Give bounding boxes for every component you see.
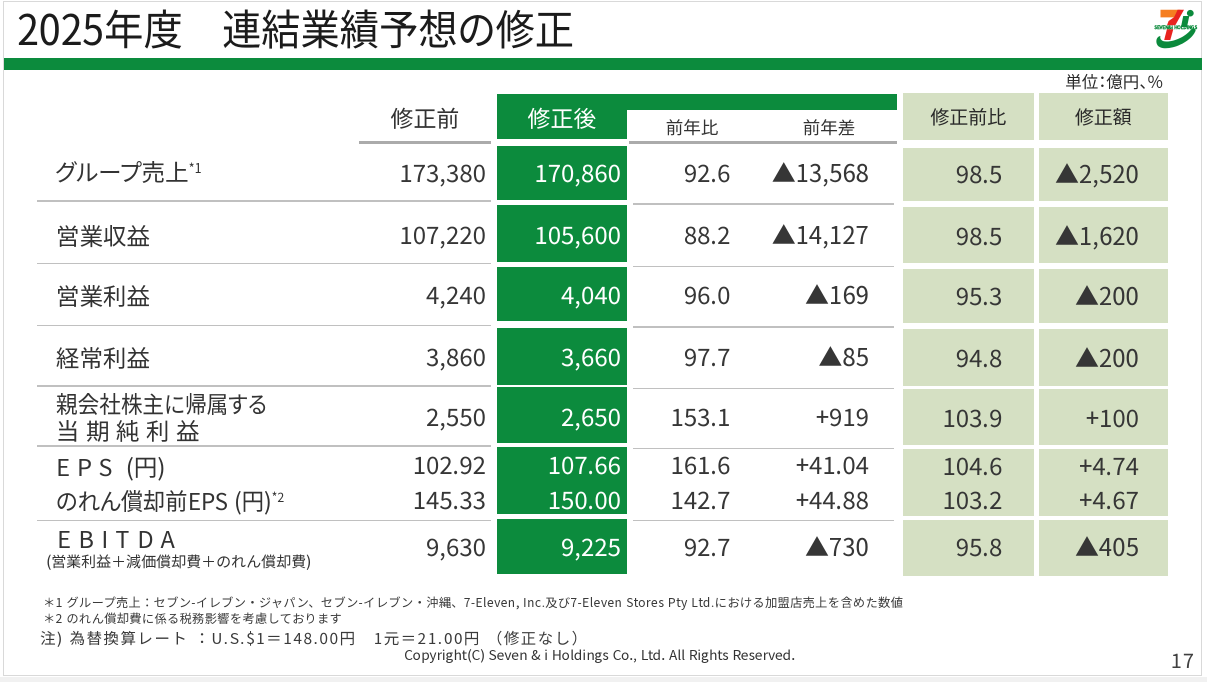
svg-text:SEVEN&i HOLDINGS: SEVEN&i HOLDINGS bbox=[1154, 24, 1198, 31]
